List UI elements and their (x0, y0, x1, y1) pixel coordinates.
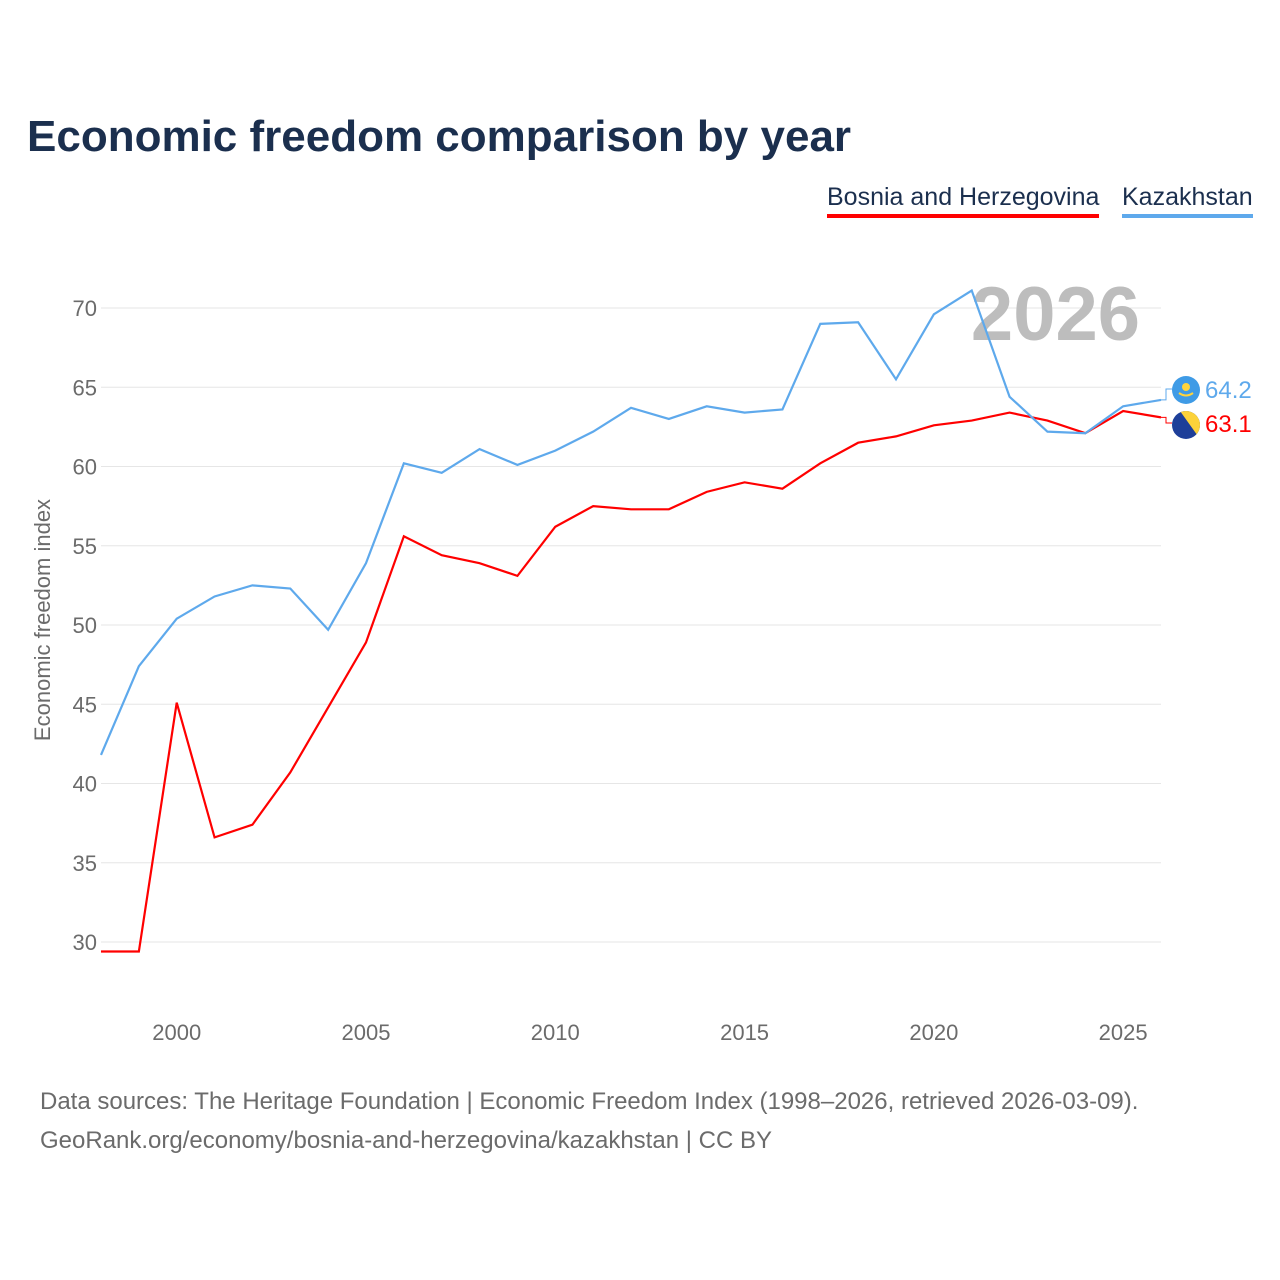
y-tick-label: 70 (73, 296, 97, 321)
footer-link[interactable]: GeoRank.org/economy/bosnia-and-herzegovi… (40, 1127, 772, 1154)
legend-bosnia[interactable]: Bosnia and Herzegovina (827, 183, 1100, 218)
x-tick-label: 2010 (531, 1020, 580, 1045)
x-tick-label: 2025 (1099, 1020, 1148, 1045)
x-tick-label: 2005 (342, 1020, 391, 1045)
y-tick-label: 35 (73, 851, 97, 876)
series-line-kazakhstan[interactable] (99, 288, 1162, 756)
y-tick-label: 45 (73, 692, 97, 717)
legend-kazakhstan[interactable]: Kazakhstan (1122, 183, 1253, 218)
y-tick-label: 50 (73, 613, 97, 638)
y-tick-label: 40 (73, 772, 97, 797)
bosnia-flag-icon (1172, 411, 1200, 439)
end-label-connector (1161, 416, 1172, 424)
y-tick-label: 55 (73, 534, 97, 559)
footer-sources: Data sources: The Heritage Foundation | … (40, 1088, 1139, 1115)
x-tick-label: 2020 (909, 1020, 958, 1045)
y-tick-label: 60 (73, 455, 97, 480)
series-line-bosnia-and-herzegovina[interactable] (101, 409, 1162, 953)
chart-title: Economic freedom comparison by year (27, 112, 852, 161)
year-watermark: 2026 (971, 272, 1140, 357)
y-tick-label: 65 (73, 375, 97, 400)
y-tick-label: 30 (73, 930, 97, 955)
end-value-label: 63.1 (1205, 411, 1252, 438)
end-value-label: 64.2 (1205, 377, 1252, 404)
kazakhstan-flag-icon (1172, 376, 1200, 404)
y-axis-label: Economic freedom index (30, 499, 55, 741)
x-tick-label: 2000 (152, 1020, 201, 1045)
end-label-connector (1161, 388, 1172, 401)
x-tick-label: 2015 (720, 1020, 769, 1045)
